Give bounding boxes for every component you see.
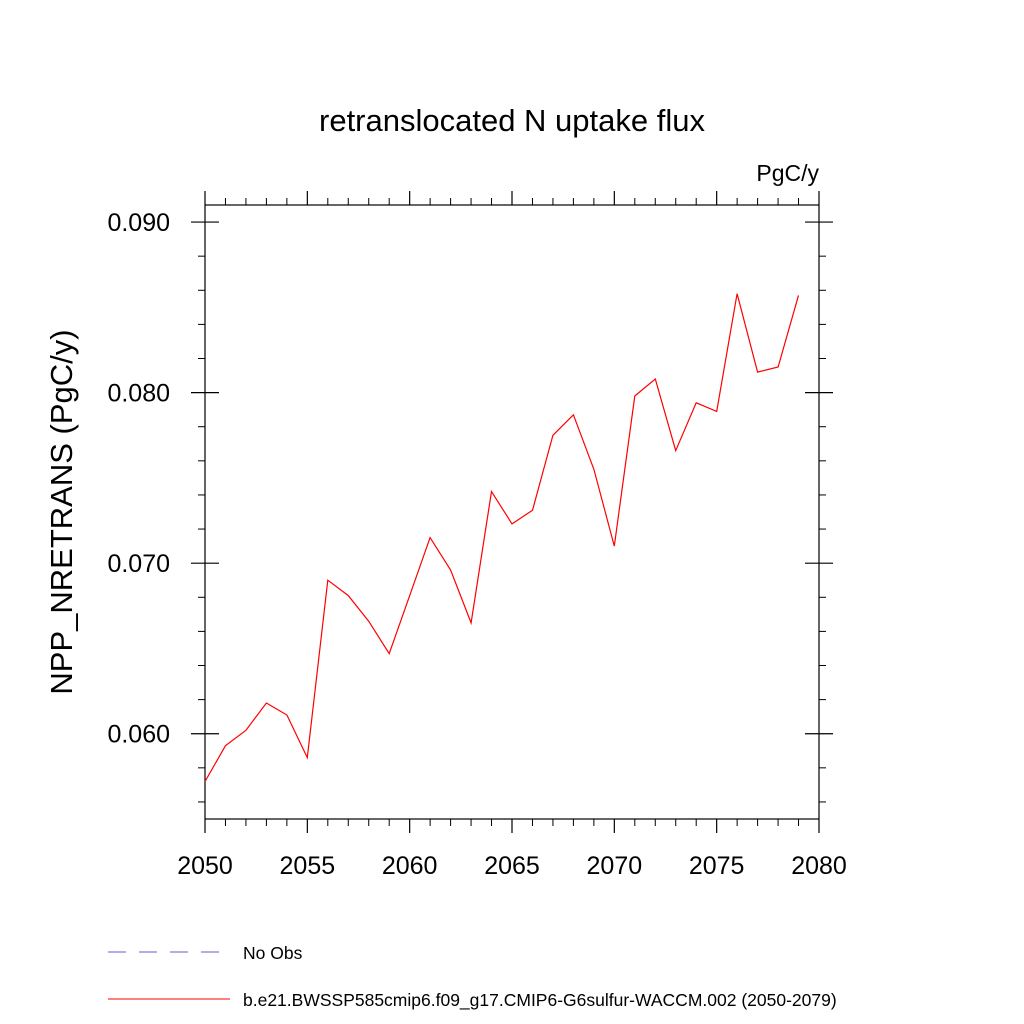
legend: No Obs b.e21.BWSSP585cmip6.f09_g17.CMIP6-… <box>108 943 837 1011</box>
x-tick-label: 2050 <box>177 852 233 880</box>
y-tick-label: 0.060 <box>107 721 170 749</box>
units-label: PgC/y <box>756 160 819 186</box>
y-tick-label: 0.070 <box>107 550 170 578</box>
x-tick-label: 2080 <box>791 852 847 880</box>
x-tick-label: 2065 <box>484 852 540 880</box>
x-tick-label: 2070 <box>587 852 643 880</box>
axis-tick-labels: 2050 2055 2060 2065 2070 2075 2080 0.060 0.070 0.… <box>107 209 846 880</box>
legend-label: b.e21.BWSSP585cmip6.f09_g17.CMIP6-G6sulf… <box>243 990 837 1011</box>
legend-label: No Obs <box>243 943 303 963</box>
x-tick-label: 2075 <box>689 852 745 880</box>
x-tick-label: 2055 <box>280 852 336 880</box>
series-line <box>204 293 800 782</box>
y-tick-label: 0.080 <box>107 380 170 408</box>
series-layer <box>204 293 800 782</box>
y-tick-label: 0.090 <box>107 209 170 237</box>
y-axis-label: NPP_NRETRANS (PgC/y) <box>44 329 79 694</box>
chart-title: retranslocated N uptake flux <box>319 103 705 138</box>
x-tick-label: 2060 <box>382 852 438 880</box>
plot-frame <box>204 204 820 820</box>
axis-ticks <box>191 191 833 833</box>
